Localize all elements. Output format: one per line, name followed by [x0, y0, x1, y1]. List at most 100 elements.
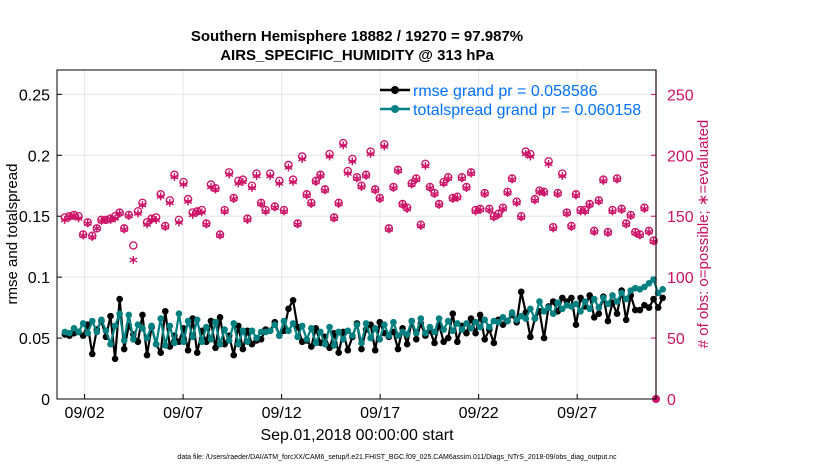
legend: rmse grand pr = 0.058586 totalspread gra… — [380, 83, 641, 119]
obs-evaluated-marker: * — [302, 189, 311, 209]
rmse-point — [431, 339, 438, 347]
obs-possible-marker — [97, 215, 106, 225]
spread-point — [308, 325, 315, 332]
rmse-point — [636, 306, 644, 314]
spread-point — [558, 305, 566, 313]
obs-possible-marker — [211, 183, 220, 193]
obs-possible-marker — [238, 175, 248, 184]
y-right-tick-label: 200 — [667, 148, 694, 165]
obs-evaluated-marker: * — [540, 187, 549, 207]
rmse-point — [193, 349, 201, 356]
obs-possible-marker — [115, 208, 124, 217]
obs-possible-marker — [161, 221, 170, 231]
legend-spread-label: totalspread grand pr = 0.060158 — [413, 102, 641, 119]
spread-point — [618, 289, 625, 297]
spread-point — [412, 329, 420, 337]
rmse-point — [572, 321, 580, 328]
obs-possible-marker — [106, 214, 115, 223]
rmse-point — [440, 338, 447, 346]
obs-possible-marker — [631, 227, 640, 237]
spread-point — [84, 329, 91, 337]
obs-evaluated-marker: * — [467, 167, 476, 187]
obs-evaluated-marker: * — [266, 169, 275, 189]
spread-point — [79, 320, 87, 327]
obs-possible-marker — [562, 208, 572, 217]
rmse-point — [613, 310, 621, 318]
obs-possible-marker — [343, 166, 353, 176]
obs-evaluated-marker: * — [590, 226, 599, 246]
obs-possible-marker — [197, 205, 207, 215]
spread-point — [276, 332, 283, 339]
spread-point — [102, 327, 110, 335]
rmse-point — [412, 335, 420, 343]
spread-point — [285, 327, 292, 335]
spread-point — [367, 334, 374, 342]
obs-possible-marker — [78, 230, 88, 239]
rmse-point — [111, 355, 119, 363]
spread-point — [403, 331, 411, 338]
obs-possible-marker — [475, 204, 485, 214]
obs-possible-marker — [544, 157, 553, 166]
obs-possible-marker — [316, 170, 325, 180]
obs-evaluated-marker: * — [88, 230, 97, 250]
obs-evaluated-marker: * — [138, 199, 147, 219]
obs-evaluated-marker: * — [211, 183, 220, 203]
rmse-point — [595, 310, 603, 318]
spread-point — [440, 326, 447, 333]
footnote: data file: /Users/raeder/DAI/ATM_forcXX/… — [177, 454, 617, 461]
spread-point — [508, 309, 516, 316]
rmse-point — [577, 294, 584, 302]
obs-possible-marker — [421, 159, 430, 169]
obs-evaluated-marker: * — [649, 235, 658, 255]
obs-possible-marker — [151, 213, 161, 222]
y-right-tick-label: 150 — [667, 209, 694, 226]
rmse-point — [120, 345, 128, 353]
obs-evaluated-marker: * — [389, 182, 398, 202]
spread-point — [198, 338, 206, 346]
rmse-point — [444, 334, 452, 342]
spread-point — [312, 339, 320, 347]
obs-evaluated-marker: * — [640, 202, 649, 222]
plot-frame — [56, 69, 657, 400]
obs-evaluated-marker: * — [517, 211, 526, 231]
spread-point — [326, 323, 333, 331]
spread-point — [499, 314, 507, 321]
obs-evaluated-marker: * — [380, 140, 389, 160]
obs-evaluated-marker: * — [444, 172, 453, 192]
rmse-point — [463, 329, 470, 337]
rmse-point — [476, 311, 484, 319]
obs-evaluated-marker: * — [147, 213, 156, 233]
obs-evaluated-marker: * — [238, 176, 247, 196]
spread-point — [171, 339, 178, 347]
obs-possible-marker — [361, 170, 371, 180]
obs-possible-marker — [393, 165, 403, 175]
obs-evaluated-marker: * — [220, 205, 229, 225]
obs-evaluated-marker: * — [572, 189, 581, 209]
obs-evaluated-marker: * — [193, 206, 202, 226]
rmse-point — [622, 316, 630, 324]
spread-point — [344, 327, 352, 335]
obs-evaluated-marker: * — [416, 219, 425, 239]
legend-rmse-marker — [391, 86, 399, 94]
obs-evaluated-marker: * — [503, 187, 512, 207]
obs-possible-marker — [439, 177, 448, 187]
obs-evaluated-marker: * — [111, 212, 120, 232]
spread-point — [234, 340, 242, 348]
rmse-point — [454, 338, 461, 346]
rmse-point — [568, 294, 575, 302]
obs-possible-marker — [558, 169, 567, 178]
obs-possible-marker — [425, 182, 435, 192]
obs-evaluated-marker: * — [270, 201, 279, 221]
obs-possible-marker — [521, 147, 531, 156]
spread-point — [522, 315, 530, 322]
y-axis-label-right: # of obs: o=possible; ∗=evaluated — [695, 120, 712, 349]
obs-possible-marker — [539, 187, 549, 197]
obs-evaluated-marker: * — [79, 229, 88, 249]
obs-possible-marker — [220, 205, 229, 215]
spread-point — [586, 305, 593, 313]
spread-point — [207, 335, 215, 343]
spread-point — [175, 310, 183, 318]
obs-possible-marker — [617, 204, 626, 214]
spread-point — [134, 321, 142, 328]
obs-evaluated-marker: * — [544, 157, 553, 177]
